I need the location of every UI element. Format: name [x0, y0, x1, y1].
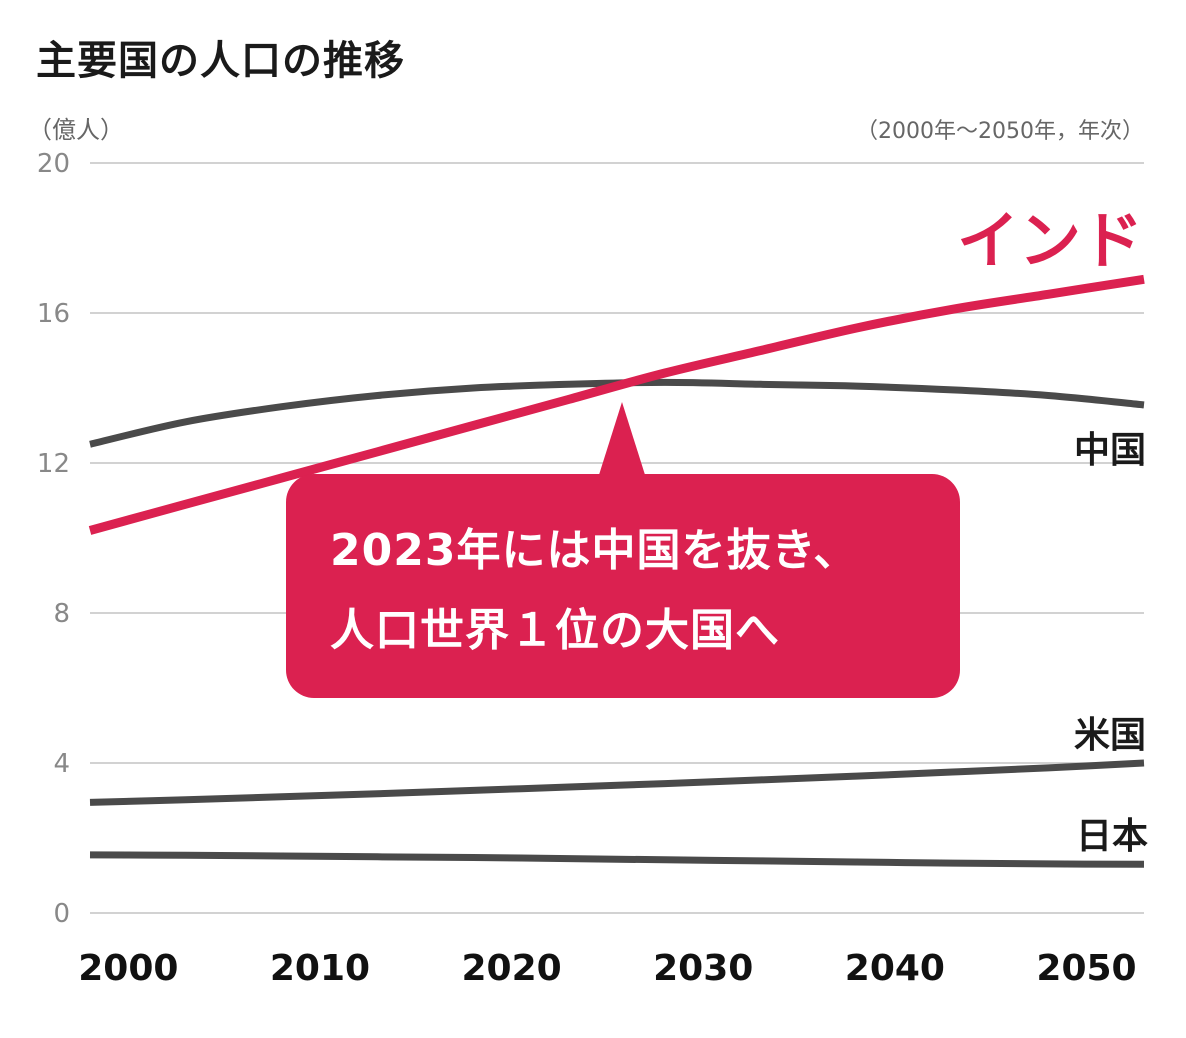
y-tick-label: 4	[53, 749, 70, 779]
series-label: 中国	[1074, 430, 1146, 471]
callout-line-2: 人口世界１位の大国へ	[330, 605, 780, 656]
series-label: 米国	[1074, 715, 1146, 756]
y-tick-label: 16	[37, 299, 70, 329]
x-tick-label: 2050	[1036, 948, 1136, 989]
callout-line-1: 2023年には中国を抜き、	[330, 525, 859, 576]
y-tick-label: 12	[37, 449, 70, 479]
y-tick-label: 8	[53, 599, 70, 629]
series-label: 日本	[1076, 816, 1148, 857]
period-label: （2000年～2050年，年次）	[856, 119, 1144, 144]
x-tick-label: 2010	[270, 948, 370, 989]
x-tick-label: 2020	[461, 948, 561, 989]
x-tick-label: 2040	[845, 948, 945, 989]
x-tick-label: 2000	[78, 948, 178, 989]
series-line-米国	[89, 759, 1145, 806]
y-tick-label: 0	[53, 899, 70, 929]
x-tick-label: 2030	[653, 948, 753, 989]
callout-box: 2023年には中国を抜き、 人口世界１位の大国へ	[286, 474, 960, 698]
series-line-インド	[88, 274, 1145, 535]
series-line-日本	[89, 851, 1145, 868]
series-label: インド	[957, 204, 1143, 277]
y-unit-label: （億人）	[28, 116, 124, 144]
chart-title: 主要国の人口の推移	[36, 38, 405, 84]
callout-pointer	[598, 402, 646, 478]
series-layer	[88, 274, 1145, 868]
y-tick-label: 20	[37, 149, 70, 179]
